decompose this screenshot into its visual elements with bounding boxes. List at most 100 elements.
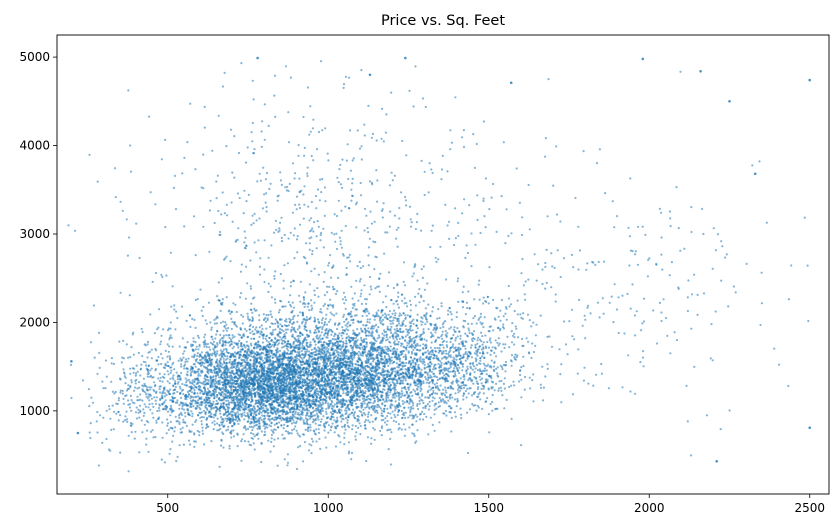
data-point (284, 305, 287, 308)
data-point (322, 402, 325, 405)
data-point (318, 437, 321, 440)
data-point (408, 426, 411, 429)
data-point (195, 345, 198, 348)
data-point (231, 420, 234, 423)
data-point (246, 406, 250, 409)
data-point (254, 393, 257, 396)
data-point (282, 392, 286, 395)
data-point (288, 378, 291, 382)
data-point (270, 429, 273, 432)
data-point (224, 321, 227, 324)
data-point (198, 397, 201, 401)
data-point (237, 346, 240, 349)
data-point (212, 400, 215, 403)
data-point (178, 385, 181, 388)
data-point (363, 420, 366, 424)
data-point (253, 352, 256, 355)
data-point (160, 362, 163, 366)
data-point (262, 337, 265, 340)
data-point (223, 405, 226, 408)
data-point (282, 376, 285, 379)
data-point (376, 331, 379, 334)
data-point (241, 348, 244, 351)
data-point (279, 373, 283, 376)
data-point (218, 360, 221, 363)
data-point (216, 417, 219, 420)
data-point (223, 373, 226, 376)
data-point (270, 296, 273, 299)
data-point (192, 337, 195, 340)
data-point (372, 427, 375, 430)
data-point (249, 420, 252, 423)
data-point (199, 392, 202, 395)
data-point (245, 377, 248, 380)
data-point (231, 369, 234, 372)
data-point (193, 384, 196, 387)
data-point (370, 343, 373, 346)
data-point (231, 416, 234, 419)
data-point (436, 346, 439, 350)
data-point (173, 382, 177, 385)
data-point (224, 396, 227, 399)
data-point (214, 337, 217, 340)
data-point (149, 430, 153, 433)
data-point (265, 334, 268, 337)
data-point (203, 391, 206, 394)
data-point (313, 316, 316, 319)
data-point (241, 322, 244, 325)
data-point (335, 427, 338, 430)
data-point (239, 296, 242, 299)
data-point (335, 405, 339, 408)
data-point (164, 392, 167, 395)
data-point (272, 373, 275, 376)
data-point (296, 351, 299, 354)
data-point (234, 367, 238, 370)
data-point (125, 394, 128, 397)
data-point (270, 421, 273, 424)
data-point (204, 333, 207, 336)
data-point (281, 346, 284, 349)
data-point (216, 402, 219, 405)
data-point (207, 382, 210, 385)
data-point (383, 421, 387, 424)
data-point (267, 374, 270, 377)
data-point (235, 417, 238, 421)
data-point (205, 383, 208, 386)
data-point (205, 423, 208, 426)
data-point (194, 326, 197, 329)
data-point (388, 381, 391, 384)
data-point (253, 406, 256, 409)
data-point (245, 383, 248, 386)
data-point (186, 341, 189, 344)
data-point (258, 361, 262, 364)
data-point (308, 309, 311, 312)
data-point (281, 359, 284, 362)
data-point (231, 363, 235, 366)
data-point (238, 418, 241, 421)
data-point (223, 361, 226, 365)
data-point (203, 377, 206, 380)
data-point (221, 337, 224, 340)
data-point (357, 354, 360, 357)
data-point (262, 404, 265, 407)
data-point (242, 391, 245, 394)
data-point (221, 350, 224, 353)
data-point (243, 408, 246, 412)
data-point (329, 429, 332, 432)
data-point (234, 415, 238, 419)
data-point (191, 423, 194, 426)
data-point (385, 336, 388, 339)
data-point (380, 434, 383, 437)
data-point (230, 340, 234, 343)
data-point (310, 348, 313, 351)
data-point (253, 435, 256, 438)
data-point (158, 372, 161, 375)
data-point (258, 314, 261, 317)
data-point (185, 319, 188, 322)
data-point (233, 382, 236, 385)
data-point (275, 372, 278, 375)
data-point (257, 340, 260, 343)
data-point (272, 431, 275, 434)
data-point (210, 415, 213, 418)
data-point (216, 330, 219, 333)
